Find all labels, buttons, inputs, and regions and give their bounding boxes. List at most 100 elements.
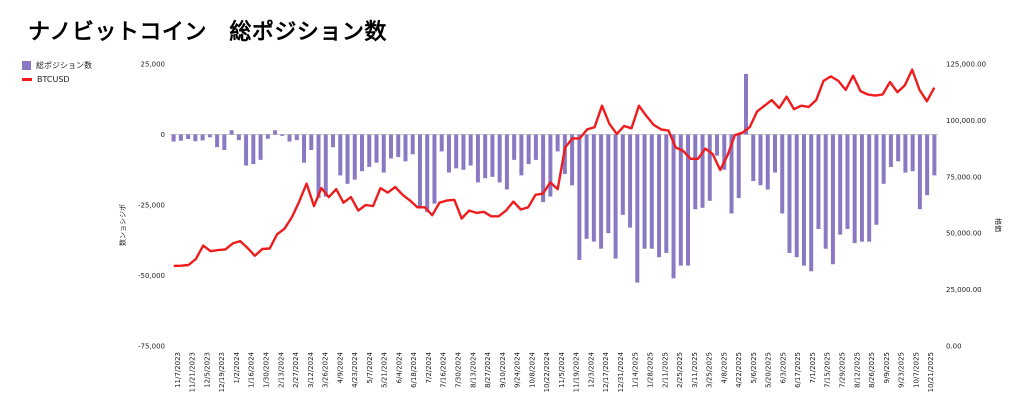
bar <box>657 134 662 258</box>
bar <box>917 134 922 210</box>
bar <box>388 134 393 159</box>
x-tick-label: 3/26/2024 <box>322 351 330 387</box>
x-tick-label: 7/2/2024 <box>425 351 433 383</box>
bar <box>744 73 748 135</box>
bar <box>439 134 444 152</box>
right-tick-label: 0.00 <box>946 343 962 351</box>
bar <box>178 134 183 141</box>
x-tick-label: 10/7/2025 <box>912 352 920 388</box>
bar <box>874 134 879 225</box>
x-tick-label: 2/27/2024 <box>292 351 300 387</box>
bar <box>258 134 263 160</box>
bar <box>236 134 241 141</box>
bar <box>207 134 212 138</box>
bar <box>664 134 669 253</box>
bar <box>693 134 698 210</box>
bar <box>533 134 538 160</box>
bar <box>859 134 864 242</box>
x-tick-label: 7/30/2024 <box>455 351 463 387</box>
right-tick-label: 100,000.00 <box>946 117 986 125</box>
bar <box>649 134 654 249</box>
bar <box>468 134 473 166</box>
left-tick-label: 0 <box>161 131 165 139</box>
x-tick-label: 12/31/2024 <box>617 351 625 392</box>
bar <box>410 134 415 155</box>
bar <box>381 134 386 173</box>
bar <box>932 134 937 176</box>
bar <box>294 134 299 141</box>
bar <box>302 134 307 163</box>
bar <box>599 134 604 249</box>
bar-series <box>171 73 937 283</box>
bar <box>852 134 857 244</box>
bar <box>642 134 647 249</box>
bar <box>794 134 799 258</box>
bar <box>584 134 589 239</box>
x-tick-label: 8/26/2025 <box>868 352 876 388</box>
x-tick-label: 1/28/2025 <box>647 352 655 388</box>
bar <box>461 134 466 170</box>
bar <box>504 134 509 190</box>
bar <box>635 134 640 283</box>
bar <box>475 134 480 183</box>
bar <box>446 134 451 173</box>
x-tick-label: 4/9/2024 <box>336 351 344 383</box>
bar <box>823 134 828 249</box>
left-tick-label: -50,000 <box>138 272 165 280</box>
x-tick-label: 10/22/2024 <box>543 351 551 392</box>
left-tick-label: -25,000 <box>138 202 165 210</box>
x-tick-label: 2/25/2025 <box>676 352 684 388</box>
bar <box>316 134 321 198</box>
x-tick-label: 6/3/2025 <box>779 352 787 383</box>
bar <box>570 134 575 186</box>
x-tick-label: 3/12/2024 <box>307 351 315 387</box>
x-tick-label: 12/3/2024 <box>587 351 595 387</box>
legend-item-positions: 総ポジション数 <box>22 58 92 72</box>
bar <box>925 134 930 196</box>
x-tick-label: 9/23/2025 <box>898 352 906 388</box>
bar <box>251 134 256 165</box>
bar <box>331 134 336 148</box>
x-tick-label: 4/22/2025 <box>735 352 743 388</box>
right-tick-label: 25,000.00 <box>946 286 982 294</box>
bar <box>838 134 843 235</box>
bar <box>787 134 792 253</box>
bar <box>722 134 727 170</box>
bar <box>780 134 785 214</box>
bar <box>736 134 741 198</box>
bar <box>360 134 364 172</box>
x-tick-label: 11/21/2023 <box>189 352 197 392</box>
x-tick-label: 1/14/2025 <box>632 352 640 388</box>
right-axis-title: 格価 <box>994 218 1003 232</box>
left-tick-label: -75,000 <box>138 343 165 351</box>
bar <box>888 134 893 167</box>
legend-swatch-bar <box>22 60 31 70</box>
bar <box>541 134 546 203</box>
bar <box>273 130 278 135</box>
bar <box>193 134 198 142</box>
bar <box>244 134 249 166</box>
btcusd-line <box>173 68 936 268</box>
bar <box>186 134 191 140</box>
line-series <box>173 68 936 268</box>
bar <box>374 134 379 163</box>
bar <box>809 134 814 272</box>
bar <box>896 134 901 162</box>
bar <box>555 134 560 152</box>
right-tick-label: 75,000.00 <box>946 173 982 181</box>
bar <box>772 134 777 173</box>
bar <box>280 134 285 136</box>
x-tick-label: 7/1/2025 <box>809 352 817 383</box>
x-tick-label: 5/7/2024 <box>366 351 374 383</box>
bar <box>222 134 227 151</box>
legend-label-positions: 総ポジション数 <box>36 60 92 70</box>
bar <box>830 134 835 265</box>
bar <box>483 134 488 179</box>
bar <box>519 134 524 176</box>
right-tick-label: 50,000.00 <box>946 230 982 238</box>
x-tick-label: 4/23/2024 <box>351 351 359 387</box>
x-tick-label: 10/8/2024 <box>528 351 536 387</box>
bar <box>425 134 430 213</box>
x-tick-label: 9/9/2025 <box>883 352 891 383</box>
